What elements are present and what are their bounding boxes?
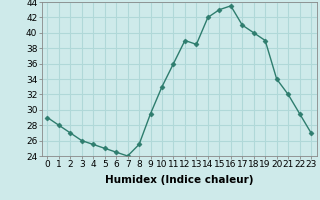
X-axis label: Humidex (Indice chaleur): Humidex (Indice chaleur): [105, 175, 253, 185]
